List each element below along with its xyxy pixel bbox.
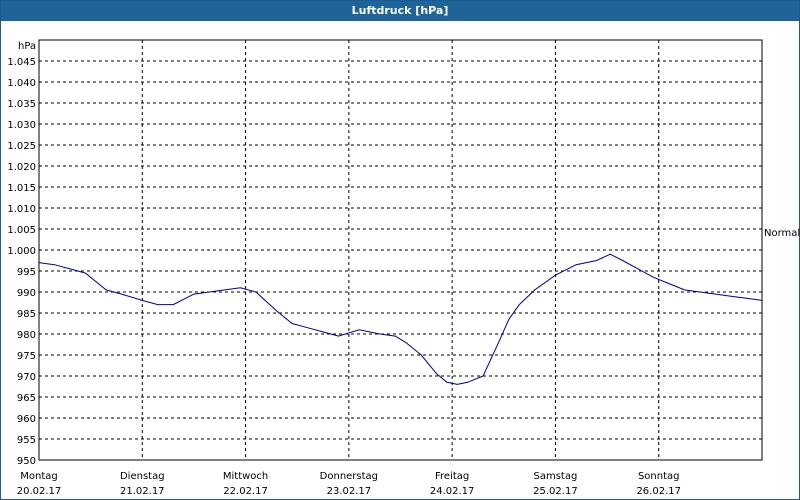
y-tick-label: 955 <box>17 435 36 446</box>
x-tick-weekday: Donnerstag <box>320 471 378 482</box>
x-tick-weekday: Dienstag <box>120 471 165 482</box>
y-tick-label: 950 <box>17 456 36 467</box>
y-tick-label: 970 <box>17 372 36 383</box>
y-axis-label: hPa <box>18 41 36 52</box>
x-tick-date: 26.02.17 <box>636 486 681 497</box>
y-tick-label: 990 <box>17 288 36 299</box>
y-tick-label: 1.000 <box>7 246 36 257</box>
pressure-series-line <box>38 253 763 385</box>
x-tick-weekday: Mittwoch <box>223 471 268 482</box>
y-tick-label: 1.035 <box>7 99 36 110</box>
y-tick-label: 960 <box>17 414 36 425</box>
x-tick-date: 23.02.17 <box>327 486 372 497</box>
x-tick-weekday: Sonntag <box>638 471 680 482</box>
y-tick-label: 985 <box>17 309 36 320</box>
y-tick-label: 1.045 <box>7 57 36 68</box>
grid-vertical <box>141 40 660 460</box>
x-tick-date: 24.02.17 <box>430 486 475 497</box>
grid-horizontal <box>39 60 762 440</box>
x-tick-date: 20.02.17 <box>17 486 62 497</box>
window-title: Luftdruck [hPa] <box>1 1 799 21</box>
normal-label: Normal <box>764 228 800 239</box>
y-tick-label: 975 <box>17 351 36 362</box>
y-tick-label: 1.005 <box>7 225 36 236</box>
x-tick-weekday: Samstag <box>534 471 578 482</box>
y-tick-label: 1.010 <box>7 204 36 215</box>
x-tick-date: 21.02.17 <box>120 486 165 497</box>
x-axis-ticks: Montag 20.02.17 Dienstag 21.02.17 Mittwoch 22… <box>17 471 681 497</box>
y-tick-label: 1.020 <box>7 162 36 173</box>
y-tick-label: 980 <box>17 330 36 341</box>
y-tick-label: 995 <box>17 267 36 278</box>
y-tick-label: 1.025 <box>7 141 36 152</box>
x-tick-date: 22.02.17 <box>223 486 268 497</box>
y-tick-label: 1.015 <box>7 183 36 194</box>
x-tick-date: 25.02.17 <box>533 486 578 497</box>
y-tick-label: 1.030 <box>7 120 36 131</box>
y-tick-label: 1.040 <box>7 78 36 89</box>
y-axis-ticks: 950 955 960 965 970 975 980 985 990 995 1.000 1.005… <box>7 57 36 467</box>
y-tick-label: 965 <box>17 393 36 404</box>
x-tick-weekday: Freitag <box>435 471 469 482</box>
x-tick-weekday: Montag <box>20 471 57 482</box>
